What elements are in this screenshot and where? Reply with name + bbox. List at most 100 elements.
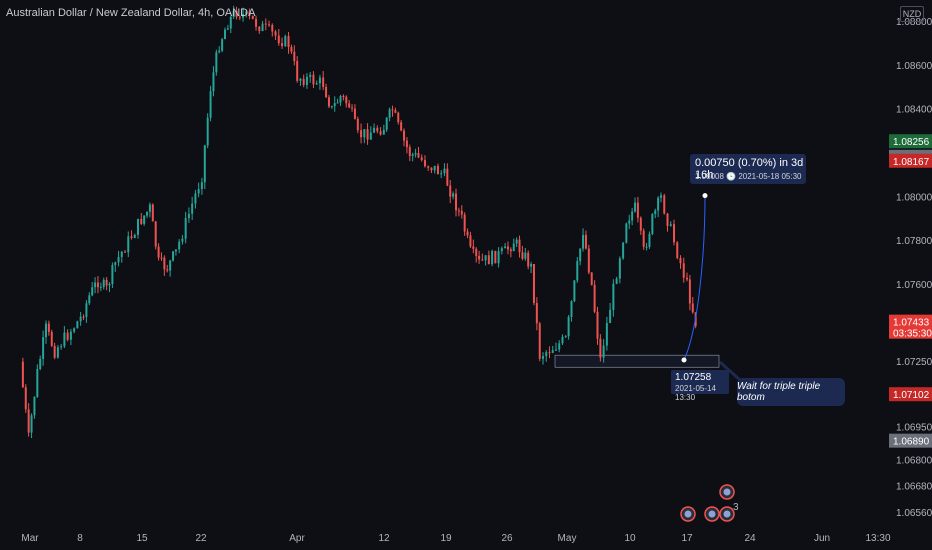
candle-body [593,284,596,312]
y-tick-label: 1.06680 [896,482,932,493]
candle-body [212,72,215,92]
candle-body [423,160,426,167]
measure-start-point[interactable] [681,357,687,363]
candle-body [654,210,657,215]
candle-body [394,110,397,113]
candle-body [625,223,628,243]
candle-body [599,338,602,358]
candle-body [521,252,524,259]
candle-body [224,29,227,40]
candle-body [148,204,151,212]
candle-body [494,250,497,264]
candle-body [322,77,325,87]
y-tick-label: 1.08400 [896,105,932,116]
candle-body [628,220,631,224]
candle-body [582,235,585,249]
candle-body [397,112,400,123]
price-badge-value: 1.07102 [893,390,930,401]
candle-body [673,224,676,243]
candle-body [245,11,248,14]
candle-body [353,108,356,119]
candle-body [691,303,694,313]
candle-body [111,264,114,284]
candle-body [651,214,654,234]
candle-body [108,283,111,286]
candle-body [315,83,318,85]
candle-body [348,103,351,108]
candle-body [124,251,127,253]
candle-body [541,356,544,359]
candle-body [487,255,490,265]
price-badge-value: 1.08167 [893,157,930,168]
candle-body [91,287,94,296]
candle-body [570,301,573,317]
candle-body [82,316,85,318]
candle-body [515,239,518,244]
candle-body [484,255,487,261]
candle-body [235,10,238,17]
candle-body [634,202,637,212]
candle-body [430,167,433,171]
candle-body [472,246,475,249]
candle-body [169,260,172,271]
candle-body [408,147,411,156]
candle-body [60,346,63,348]
candle-body [79,316,82,322]
candle-body [524,252,527,259]
price-badge [889,433,932,448]
flag-icon [723,510,731,518]
candle-body [504,246,507,249]
candle-body [36,369,39,397]
candle-body [330,106,333,108]
candle-body [94,282,97,288]
price-badge-countdown: 03:35:30 [893,329,932,340]
annotation-callout[interactable]: Wait for triple triple botom [737,378,845,406]
x-tick-label: 12 [378,533,390,544]
candle-body [452,193,455,197]
point-label-value: 1.07258 [675,372,712,383]
candle-body [226,28,229,30]
measure-end-point[interactable] [702,193,708,199]
candle-body [686,277,688,280]
support-zone[interactable] [554,354,720,368]
candle-body [30,415,33,433]
candle-body [127,236,130,253]
candle-body [645,246,648,248]
candle-body [264,23,267,25]
candle-body [39,358,42,370]
candle-body [512,243,515,252]
candle-body [449,185,452,197]
candle-body [206,117,209,146]
candle-body [469,235,472,247]
x-tick-label: 24 [744,533,756,544]
candle-body [73,328,76,332]
candle-body [682,263,685,278]
candle-body [218,50,221,53]
candle-body [590,272,593,285]
candle-body [271,24,274,32]
price-badge-value: 1.07433 [893,318,930,329]
candle-body [663,195,666,214]
flag-icon [684,510,692,518]
x-tick-label: May [558,533,577,544]
flag-icon [708,510,716,518]
candle-body [229,16,232,29]
y-tick-label: 1.08600 [896,61,932,72]
candle-body [576,261,579,281]
candle-body [360,130,363,138]
x-tick-label: 15 [136,533,148,544]
chart-title: Australian Dollar / New Zealand Dollar, … [6,7,256,19]
y-tick-label: 1.08800 [896,17,932,28]
candle-body [181,238,184,242]
candle-body [203,145,206,183]
measure-text: 0.00750 (0.70%) in 3d 16h [695,157,804,181]
candle-body [669,224,672,226]
candle-body [255,18,258,27]
candle-body [567,316,570,337]
candle-body [500,248,503,252]
point-label-time: 2021-05-14 13:30 [675,384,716,402]
candle-body [666,213,669,226]
candle-body [612,283,615,310]
y-tick-label: 1.08000 [896,192,932,203]
